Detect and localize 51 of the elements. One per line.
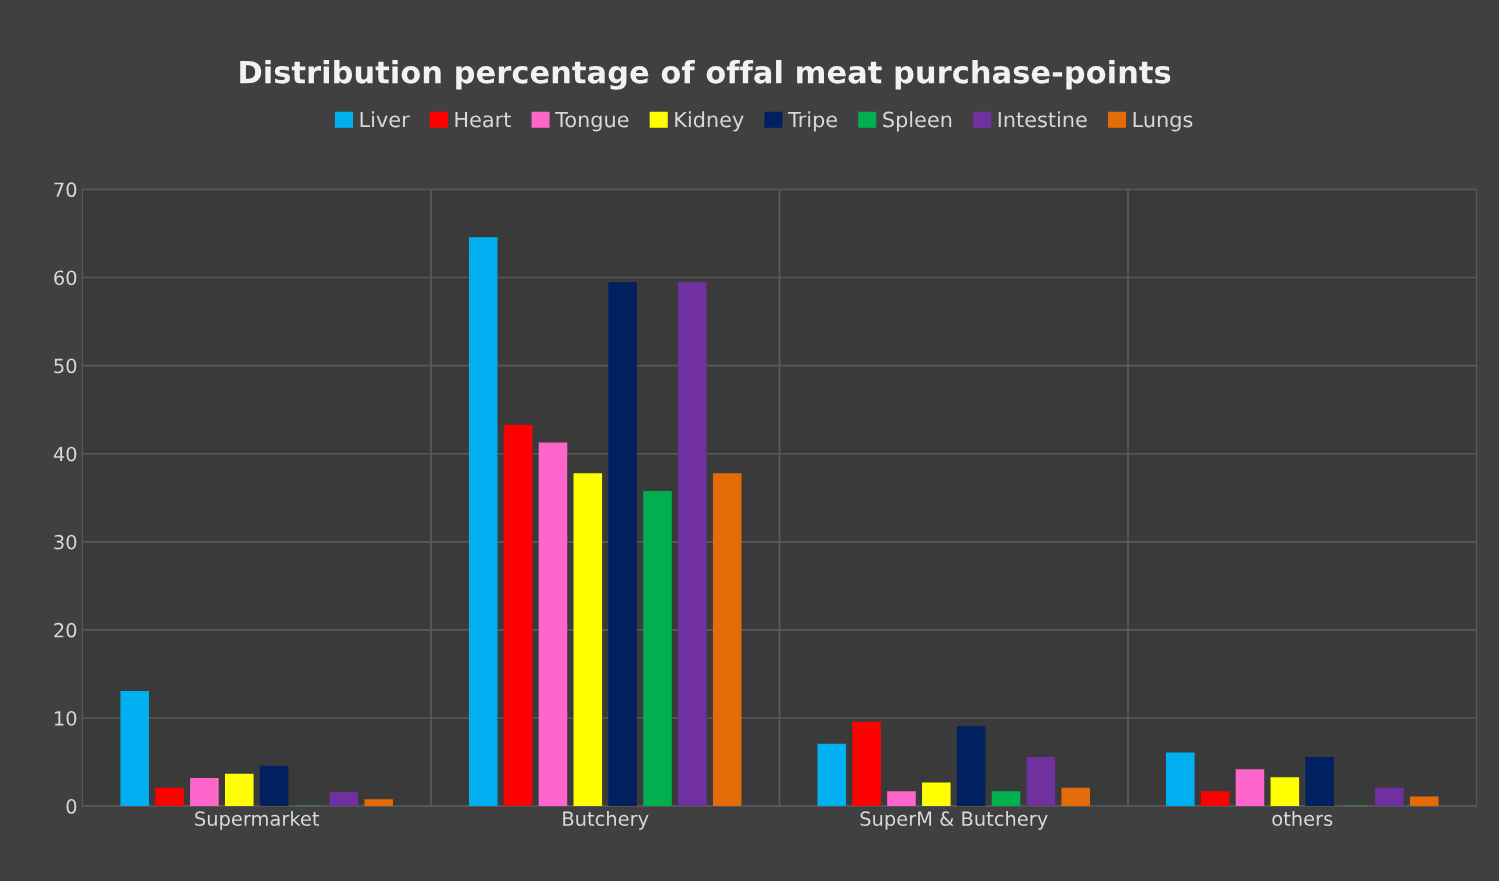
bar (538, 442, 568, 807)
y-tick-label: 50 (54, 358, 77, 374)
bar (852, 721, 881, 807)
bar (1235, 769, 1265, 807)
bar (922, 782, 951, 807)
bar (712, 473, 742, 807)
bar (956, 726, 986, 807)
legend-label: Tongue (555, 111, 629, 132)
bar (1061, 787, 1091, 807)
bar (573, 473, 603, 807)
y-tick-label: 40 (53, 446, 77, 462)
bar (608, 282, 637, 807)
x-tick-label: Supermarket (195, 810, 320, 830)
bar (468, 237, 498, 807)
legend-label: Liver (360, 111, 410, 128)
bar (1305, 756, 1334, 807)
legend-label: Intestine (998, 111, 1087, 128)
y-tick-label: 60 (54, 270, 77, 286)
bar (678, 282, 707, 807)
y-tick-label: 20 (54, 622, 77, 638)
x-tick-label: Butchery (563, 810, 649, 830)
bar (155, 787, 184, 807)
legend-label: Spleen (883, 111, 952, 132)
bar (817, 743, 847, 807)
bar (503, 424, 533, 807)
bar (259, 765, 289, 807)
y-tick-label: 0 (66, 799, 77, 814)
bar (1026, 756, 1056, 807)
bar (190, 778, 219, 807)
bar (224, 773, 254, 807)
legend-label: Lungs (1133, 111, 1193, 132)
y-tick-label: 10 (54, 710, 77, 726)
legend-label: Kidney (675, 111, 744, 132)
bar (1375, 787, 1404, 807)
bar (1409, 796, 1439, 807)
bar (364, 799, 393, 807)
bar (120, 690, 150, 807)
chart-title: Distribution percentage of offal meat purchase-points (240, 59, 1171, 90)
bar (991, 791, 1021, 807)
bar (643, 490, 672, 807)
legend-label: Tripe (788, 111, 837, 132)
y-tick-label: 70 (54, 182, 77, 198)
bar (329, 792, 359, 807)
bar (1165, 752, 1195, 807)
x-tick-label: SuperM & Butchery (860, 810, 1048, 830)
x-tick-label: others (1272, 810, 1333, 827)
bar (1270, 777, 1300, 807)
y-tick-label: 30 (54, 534, 77, 550)
bar (887, 791, 916, 807)
legend-label: Heart (455, 111, 511, 128)
bar (1200, 791, 1230, 807)
